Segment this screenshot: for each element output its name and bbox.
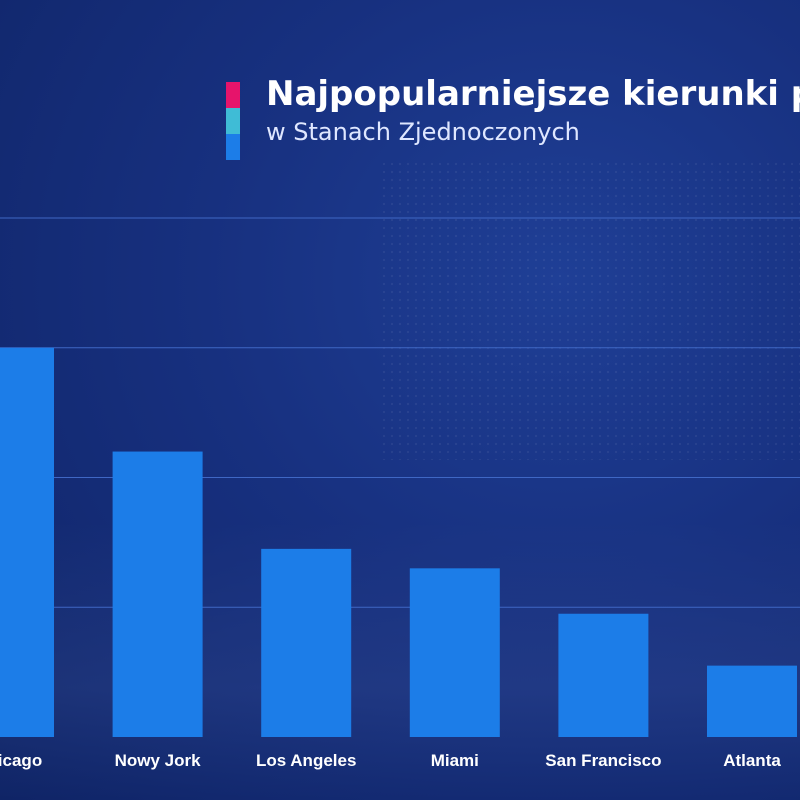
category-label: icago [0,751,42,770]
bars [0,347,797,737]
bar [558,613,649,737]
category-label: Atlanta [723,751,781,770]
chart-subtitle: w Stanach Zjednoczonych [266,118,580,146]
category-label: Los Angeles [256,751,356,770]
chart-title: Najpopularniejsze kierunki p [266,74,800,114]
category-label: Nowy Jork [115,751,202,770]
title-marker-pink [226,82,240,108]
title-marker-cyan [226,108,240,134]
bar [261,548,352,737]
bar [0,347,54,737]
category-labels: icago Nowy Jork Los Angeles Miami San Franci… [0,751,781,770]
bar [707,665,797,737]
title-marker-blue [226,134,240,160]
bar [409,568,500,737]
category-label: Miami [431,751,479,770]
bar [112,451,203,737]
category-label: San Francisco [545,751,661,770]
background-dot-pattern [380,160,800,460]
